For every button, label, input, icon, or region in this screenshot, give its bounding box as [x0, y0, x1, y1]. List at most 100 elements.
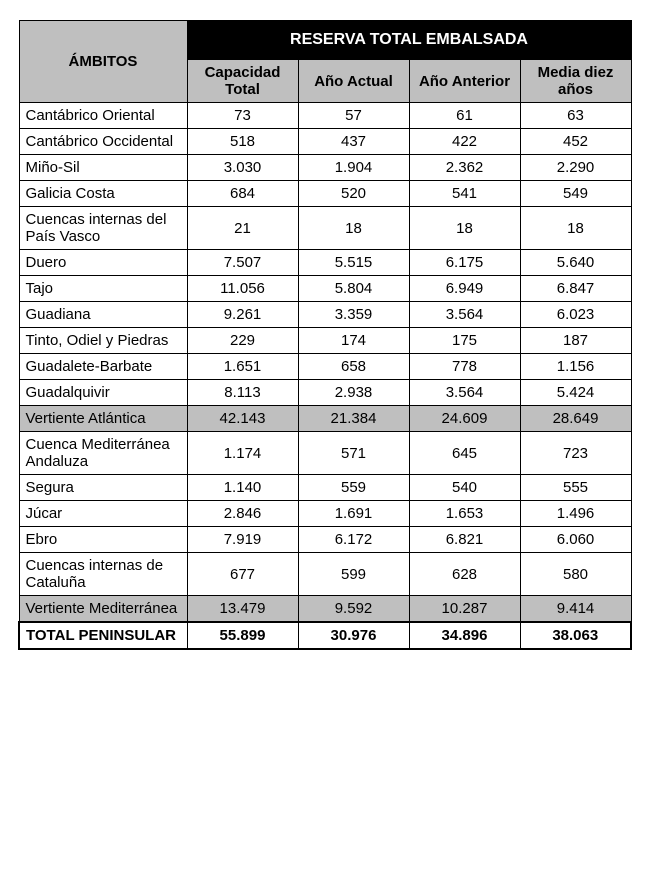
cell-value: 6.172	[298, 527, 409, 553]
cell-value: 18	[520, 207, 631, 250]
cell-value: 229	[187, 328, 298, 354]
cell-value: 1.496	[520, 501, 631, 527]
cell-value: 55.899	[187, 622, 298, 649]
cell-value: 1.174	[187, 432, 298, 475]
row-name: Guadiana	[19, 302, 187, 328]
cell-value: 2.846	[187, 501, 298, 527]
table-row: Júcar2.8461.6911.6531.496	[19, 501, 631, 527]
cell-value: 599	[298, 553, 409, 596]
row-name: Galicia Costa	[19, 181, 187, 207]
table-row: Cuencas internas de Cataluña677599628580	[19, 553, 631, 596]
cell-value: 437	[298, 129, 409, 155]
cell-value: 10.287	[409, 596, 520, 623]
cell-value: 73	[187, 103, 298, 129]
table-row: Tinto, Odiel y Piedras229174175187	[19, 328, 631, 354]
cell-value: 580	[520, 553, 631, 596]
cell-value: 422	[409, 129, 520, 155]
cell-value: 1.140	[187, 475, 298, 501]
cell-value: 628	[409, 553, 520, 596]
cell-value: 63	[520, 103, 631, 129]
col-header: Año Actual	[298, 60, 409, 103]
cell-value: 11.056	[187, 276, 298, 302]
cell-value: 34.896	[409, 622, 520, 649]
cell-value: 549	[520, 181, 631, 207]
cell-value: 9.592	[298, 596, 409, 623]
col-header: Media diez años	[520, 60, 631, 103]
cell-value: 2.362	[409, 155, 520, 181]
row-name: Cantábrico Occidental	[19, 129, 187, 155]
table-row: Ebro7.9196.1726.8216.060	[19, 527, 631, 553]
row-name: Ebro	[19, 527, 187, 553]
cell-value: 8.113	[187, 380, 298, 406]
cell-value: 30.976	[298, 622, 409, 649]
row-header: ÁMBITOS	[19, 21, 187, 103]
cell-value: 6.060	[520, 527, 631, 553]
cell-value: 38.063	[520, 622, 631, 649]
col-header: Capacidad Total	[187, 60, 298, 103]
cell-value: 42.143	[187, 406, 298, 432]
cell-value: 541	[409, 181, 520, 207]
cell-value: 3.030	[187, 155, 298, 181]
cell-value: 57	[298, 103, 409, 129]
table-row: Guadalquivir8.1132.9383.5645.424	[19, 380, 631, 406]
cell-value: 6.023	[520, 302, 631, 328]
cell-value: 6.821	[409, 527, 520, 553]
row-name: Vertiente Mediterránea	[19, 596, 187, 623]
row-name: Guadalquivir	[19, 380, 187, 406]
cell-value: 559	[298, 475, 409, 501]
row-name: Cuencas internas del País Vasco	[19, 207, 187, 250]
cell-value: 174	[298, 328, 409, 354]
cell-value: 1.156	[520, 354, 631, 380]
row-name: TOTAL PENINSULAR	[19, 622, 187, 649]
row-name: Cuenca Mediterránea Andaluza	[19, 432, 187, 475]
table-row: Segura1.140559540555	[19, 475, 631, 501]
cell-value: 28.649	[520, 406, 631, 432]
table-row: Cuenca Mediterránea Andaluza1.1745716457…	[19, 432, 631, 475]
table-row: Guadiana9.2613.3593.5646.023	[19, 302, 631, 328]
cell-value: 2.938	[298, 380, 409, 406]
cell-value: 3.564	[409, 302, 520, 328]
table-row: Cantábrico Oriental73576163	[19, 103, 631, 129]
cell-value: 24.609	[409, 406, 520, 432]
cell-value: 61	[409, 103, 520, 129]
cell-value: 1.651	[187, 354, 298, 380]
cell-value: 540	[409, 475, 520, 501]
row-name: Duero	[19, 250, 187, 276]
cell-value: 2.290	[520, 155, 631, 181]
table-row: Guadalete-Barbate1.6516587781.156	[19, 354, 631, 380]
row-name: Miño-Sil	[19, 155, 187, 181]
cell-value: 9.414	[520, 596, 631, 623]
row-name: Júcar	[19, 501, 187, 527]
cell-value: 677	[187, 553, 298, 596]
cell-value: 21.384	[298, 406, 409, 432]
cell-value: 18	[298, 207, 409, 250]
table-row: Cantábrico Occidental518437422452	[19, 129, 631, 155]
reservoir-table: ÁMBITOS RESERVA TOTAL EMBALSADA Capacida…	[18, 20, 632, 650]
cell-value: 1.653	[409, 501, 520, 527]
cell-value: 5.804	[298, 276, 409, 302]
table-row: Vertiente Atlántica42.14321.38424.60928.…	[19, 406, 631, 432]
cell-value: 6.949	[409, 276, 520, 302]
row-name: Guadalete-Barbate	[19, 354, 187, 380]
cell-value: 518	[187, 129, 298, 155]
cell-value: 645	[409, 432, 520, 475]
cell-value: 3.564	[409, 380, 520, 406]
cell-value: 684	[187, 181, 298, 207]
cell-value: 21	[187, 207, 298, 250]
row-name: Tinto, Odiel y Piedras	[19, 328, 187, 354]
table-row: Cuencas internas del País Vasco21181818	[19, 207, 631, 250]
cell-value: 7.919	[187, 527, 298, 553]
cell-value: 5.515	[298, 250, 409, 276]
table-row: TOTAL PENINSULAR55.89930.97634.89638.063	[19, 622, 631, 649]
cell-value: 6.847	[520, 276, 631, 302]
row-name: Tajo	[19, 276, 187, 302]
table-row: Miño-Sil3.0301.9042.3622.290	[19, 155, 631, 181]
cell-value: 723	[520, 432, 631, 475]
row-name: Cantábrico Oriental	[19, 103, 187, 129]
table-row: Vertiente Mediterránea13.4799.59210.2879…	[19, 596, 631, 623]
cell-value: 187	[520, 328, 631, 354]
cell-value: 9.261	[187, 302, 298, 328]
table-row: Duero7.5075.5156.1755.640	[19, 250, 631, 276]
cell-value: 520	[298, 181, 409, 207]
cell-value: 778	[409, 354, 520, 380]
